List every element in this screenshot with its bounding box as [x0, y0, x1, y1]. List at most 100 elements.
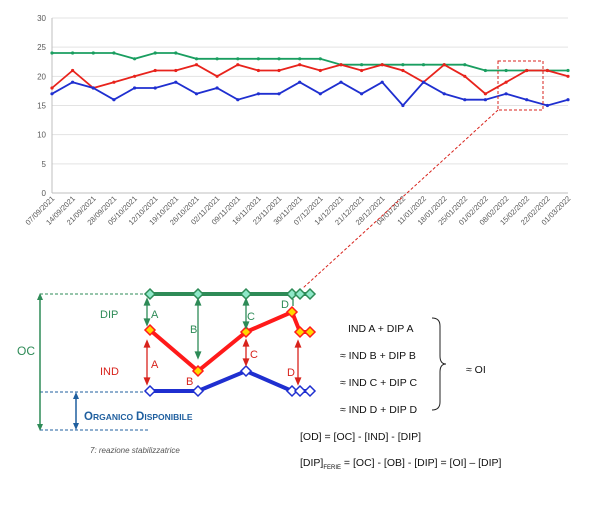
chart-data-point	[153, 86, 157, 90]
ind-label: IND	[100, 366, 119, 378]
chart-data-point	[483, 92, 487, 96]
chart-data-point	[112, 80, 116, 84]
chart-data-point	[215, 74, 219, 78]
formula-brace	[431, 317, 447, 411]
chart-data-point	[153, 68, 157, 73]
chart-data-point	[360, 63, 364, 67]
ind-line	[148, 309, 310, 374]
chart-y-tick-label: 10	[37, 131, 46, 140]
chart-data-point	[236, 98, 240, 102]
chart-data-point	[318, 57, 322, 61]
chart-data-point	[298, 63, 302, 67]
dip-point-d-label: D	[281, 299, 289, 311]
chart-data-point	[483, 68, 487, 73]
stabilizing-reaction-diagram: OC ORGANICO DISPONIBILE DIP IND	[17, 287, 317, 455]
chart-data-point	[112, 51, 116, 55]
oc-arrow-head-bottom	[37, 424, 43, 431]
chart-data-point	[339, 63, 343, 67]
chart-y-tick-label: 15	[37, 102, 46, 111]
chart-data-point	[256, 68, 260, 73]
organico-markers	[143, 364, 317, 398]
chart-data-point	[463, 74, 467, 78]
chart-data-point	[339, 80, 343, 84]
chart-data-point	[504, 68, 508, 73]
formula-line-c: ≈ IND C + DIP C	[340, 377, 418, 389]
dip-top-markers	[143, 287, 317, 301]
chart-series-line	[51, 63, 569, 95]
chart-data-point	[525, 68, 529, 73]
chart-data-point	[174, 80, 178, 84]
figure-caption: 7: reazione stabilizzatrice	[90, 446, 180, 455]
chart-data-point	[421, 80, 426, 84]
chart-data-point	[442, 63, 446, 67]
chart-data-point	[463, 63, 467, 67]
chart-data-point	[380, 63, 384, 67]
line-chart: 0 5 10 15 20 25 30 07/09/202114/09/202121/09/2…	[24, 14, 573, 227]
chart-data-point	[298, 57, 302, 61]
chart-data-point	[133, 86, 137, 90]
chart-data-point	[421, 63, 426, 67]
zoom-connector-line	[302, 109, 499, 289]
chart-data-point	[256, 92, 260, 96]
chart-data-point	[133, 74, 137, 78]
formula-od: [OD] = [OC] - [IND] - [DIP]	[300, 431, 422, 443]
formula-line-d: ≈ IND D + DIP D	[340, 404, 418, 416]
chart-data-point	[91, 51, 95, 55]
chart-data-point	[504, 92, 508, 96]
chart-y-tick-label: 5	[42, 160, 47, 169]
chart-data-point	[566, 68, 570, 73]
chart-data-point	[174, 51, 178, 55]
chart-data-point	[133, 57, 137, 61]
chart-data-point	[215, 57, 219, 61]
chart-y-tick-label: 25	[37, 43, 46, 52]
dip-point-c-label: C	[247, 311, 255, 323]
formula-approx-oi: ≈ OI	[466, 364, 486, 376]
chart-data-point	[236, 63, 240, 67]
chart-series-lines	[50, 51, 570, 108]
chart-data-point	[112, 98, 116, 102]
chart-data-point	[545, 103, 550, 108]
chart-x-tick-labels: 07/09/202114/09/202121/09/202128/09/2021…	[24, 194, 573, 227]
chart-data-point	[401, 103, 405, 108]
chart-data-point	[277, 57, 281, 61]
chart-data-point	[483, 98, 487, 102]
formula-line-b: ≈ IND B + DIP B	[340, 350, 416, 362]
organico-line	[150, 368, 310, 393]
chart-data-point	[360, 68, 364, 73]
chart-data-point	[153, 51, 157, 55]
ind-point-b-label: B	[186, 376, 193, 388]
chart-y-tick-label: 0	[42, 189, 47, 198]
chart-data-point	[380, 80, 384, 84]
chart-data-point	[91, 86, 95, 90]
chart-data-point	[174, 68, 178, 73]
ind-point-a-label: A	[151, 359, 159, 371]
chart-data-point	[256, 57, 260, 61]
chart-data-point	[194, 57, 199, 61]
chart-data-point	[50, 86, 54, 90]
chart-data-point	[566, 74, 570, 78]
formula-dip-ferie: [DIP]FERIE = [OC] - [OB] - [DIP] = [OI] …	[300, 457, 501, 471]
chart-data-point	[71, 68, 75, 73]
chart-data-point	[463, 98, 467, 102]
chart-data-point	[504, 80, 508, 84]
chart-data-point	[318, 92, 322, 96]
chart-data-point	[194, 63, 199, 67]
chart-data-point	[71, 80, 75, 84]
chart-gridlines	[51, 17, 568, 194]
chart-series-line	[52, 52, 568, 72]
organico-arrow-head-top	[73, 392, 79, 399]
organico-disponibile-label: ORGANICO DISPONIBILE	[84, 411, 193, 423]
chart-data-point	[360, 92, 364, 96]
dip-label: DIP	[100, 309, 118, 321]
chart-data-point	[50, 92, 54, 96]
chart-data-point	[236, 57, 240, 61]
zoom-highlight-box	[497, 60, 544, 111]
chart-y-tick-labels: 0 5 10 15 20 25 30	[37, 14, 46, 198]
ind-gap-arrows	[143, 338, 302, 386]
chart-data-point	[194, 92, 199, 96]
formula-dip-rest: = [OC] - [OB] - [DIP] = [OI] – [DIP]	[341, 457, 502, 469]
chart-series-line	[51, 81, 569, 107]
chart-data-point	[525, 98, 529, 102]
chart-data-point	[71, 51, 75, 55]
